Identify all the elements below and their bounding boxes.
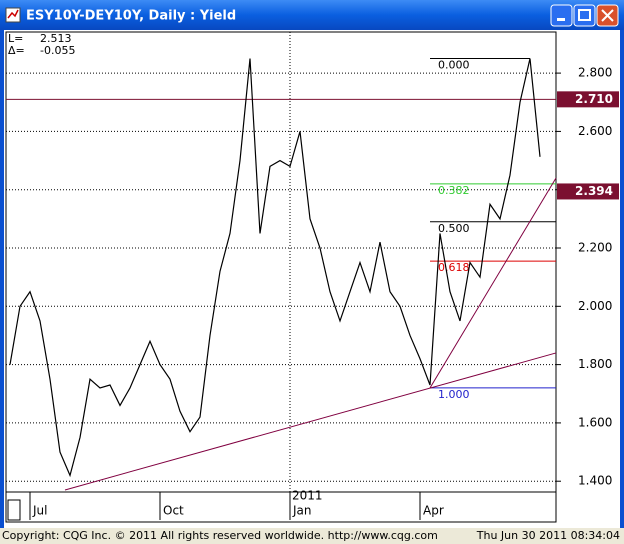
x-tick-label: Apr	[423, 504, 444, 518]
stat-value: -0.055	[40, 44, 75, 57]
y-tick-label: 1.400	[578, 474, 612, 488]
price-marker-box	[557, 183, 619, 200]
y-tick-label: 2.600	[578, 124, 612, 138]
y-tick-label: 2.200	[578, 241, 612, 255]
level-label: 2.710	[575, 92, 613, 106]
window-title: ESY10Y-DEY10Y, Daily : Yield	[26, 9, 236, 24]
fib-label: 0.500	[438, 222, 470, 235]
series-line	[9, 58, 541, 478]
app-icon-glyph	[7, 9, 19, 19]
x-axis-strip	[5, 491, 557, 523]
x-tick-label: Oct	[163, 504, 184, 518]
level-box	[557, 91, 619, 108]
title-bar	[0, 0, 624, 30]
maximize-glyph	[578, 9, 591, 21]
stat-value: 2.513	[40, 32, 72, 45]
footer-time: Thu Jun 30 2011 08:34:04	[476, 529, 620, 542]
minimize-button[interactable]	[550, 4, 573, 27]
fib-label: 1.000	[438, 388, 470, 401]
y-tick-label: 2.800	[578, 66, 612, 80]
fib-label: 0.000	[438, 59, 470, 72]
y-tick-label: 1.600	[578, 415, 612, 429]
maximize-button[interactable]	[573, 4, 596, 27]
status-bar	[0, 528, 624, 544]
x-tick-label: Jul	[32, 504, 47, 518]
trend-line	[64, 352, 557, 491]
close-glyph	[601, 9, 614, 22]
y-tick-label: 2.000	[578, 299, 612, 313]
x-tick-label: Jan	[292, 504, 312, 518]
scale-box[interactable]	[7, 499, 21, 521]
stat-label: L=	[8, 32, 23, 45]
fib-label: 0.618	[438, 261, 470, 274]
trend-line	[429, 177, 557, 389]
year-label: 2011	[292, 489, 323, 503]
footer-copyright: Copyright: CQG Inc. © 2011 All rights re…	[2, 529, 438, 542]
price-marker-label: 2.394	[575, 184, 613, 198]
fib-label: 0.382	[438, 184, 470, 197]
plot-area	[5, 31, 557, 493]
stat-label: Δ=	[8, 44, 25, 57]
y-tick-label: 1.800	[578, 357, 612, 371]
minimize-glyph	[557, 18, 565, 21]
